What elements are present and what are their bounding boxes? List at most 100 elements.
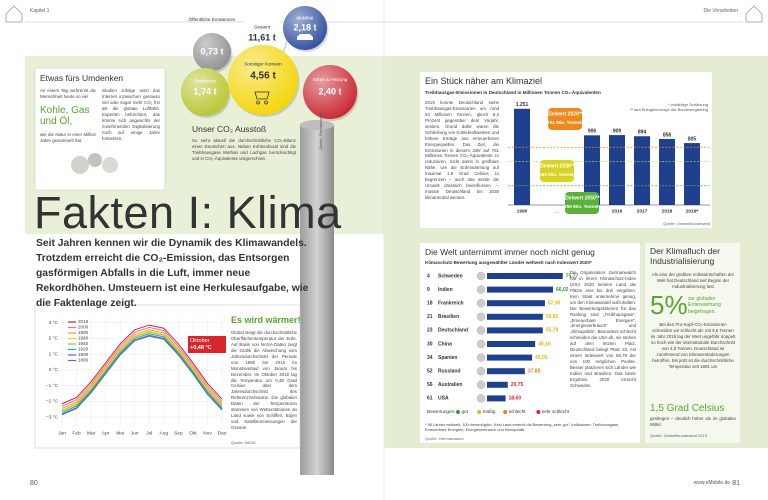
- country: USA: [438, 396, 449, 402]
- industrie-title: Der Klimafluch der Industrialisierung: [650, 246, 720, 266]
- legend-label: sehr schlecht: [542, 409, 570, 414]
- score-bar: [487, 286, 554, 293]
- country: Frankreich: [438, 301, 464, 307]
- bubble-label: Mobilität: [296, 15, 314, 20]
- flag: [476, 353, 486, 362]
- temperature-line: [61, 330, 223, 411]
- score-bar: [487, 381, 508, 388]
- x-tick-label: Feb: [72, 430, 81, 436]
- y-tick-label: 0 °C: [49, 367, 59, 373]
- ranking-source: Quelle: Germanwatch: [425, 436, 464, 441]
- bubble-value: 2,18 t: [293, 22, 316, 32]
- ball-icon: [88, 153, 102, 167]
- x-tick-label: Mai: [116, 430, 124, 436]
- industrie-big-text: zur globalen Erderwärmung beigetragen.: [688, 296, 721, 315]
- score-label: 20,75: [511, 382, 524, 388]
- bubble-label: Sonstiger Konsum: [244, 61, 282, 66]
- flag: [476, 312, 486, 321]
- temperature-line: [61, 334, 223, 415]
- y-tick-label: −2 °C: [46, 399, 59, 405]
- ranking-title: Die Welt unternimmt immer noch nicht gen…: [425, 247, 595, 257]
- bubble-value: 4,56 t: [250, 71, 276, 82]
- note: * vorläufige Schätzung: [667, 102, 708, 107]
- legend-dot: [536, 410, 541, 414]
- pillar: [300, 125, 334, 475]
- rank: 56: [427, 382, 433, 388]
- klimaziel-subtitle: Treibhausgas-Emissionen in Deutschland i…: [425, 90, 601, 95]
- flag: [476, 367, 486, 376]
- ranking-subtitle: Klimaschutz-Bewertung ausgewählter Lände…: [425, 260, 592, 265]
- value-label: 805: [688, 136, 697, 142]
- klimaziel-source: Quelle: Umweltbundesamt: [663, 221, 710, 226]
- x-tick-label: 1990: [517, 208, 528, 214]
- value-label: 906: [588, 129, 597, 135]
- bubble-shine: [228, 45, 298, 115]
- score-bar: [487, 395, 506, 402]
- temperature-line: [61, 326, 223, 407]
- x-tick-label: Jan: [58, 430, 66, 436]
- score-label: 75,77: [566, 273, 579, 279]
- country: Brasilien: [438, 314, 459, 320]
- country: Spanien: [438, 355, 457, 361]
- score-bar: [487, 327, 543, 334]
- y-tick-label: 2 °C: [49, 336, 59, 342]
- klimaziel-title: Ein Stück näher am Klimaziel: [425, 76, 543, 86]
- score-label: 37,85: [528, 369, 541, 375]
- country: Russland: [438, 369, 461, 375]
- bubble-label: Strom & Heizung: [313, 77, 348, 82]
- page-number: 80: [30, 480, 38, 487]
- ranking-footnote: * 58 Länder weltweit, 100=bestmöglich. K…: [425, 422, 620, 433]
- score-label: 18,60: [509, 396, 522, 402]
- industrie-big2: 1,5 Grad Celsius: [650, 403, 725, 414]
- score-label: 48,16: [538, 341, 551, 347]
- target-label: Zielwert 2020**: [547, 111, 582, 117]
- country: Schweden: [438, 273, 463, 279]
- legend-label: 1920: [78, 347, 89, 352]
- bubble-shine: [303, 65, 357, 119]
- ball-icon: [102, 157, 118, 173]
- temperature-line: [61, 324, 223, 405]
- legend-dot: [503, 410, 508, 414]
- legend-label: 1900: [78, 352, 89, 357]
- industrie-source: Quelle: Umweltbundesamt 2019: [650, 433, 707, 438]
- score-bar: [487, 368, 525, 375]
- legend-label: 1980: [78, 330, 89, 335]
- flag: [476, 299, 486, 308]
- bubble-label: Öffentliche Emissionen: [189, 16, 236, 22]
- co2-source: Quelle: Germanwatch: [318, 111, 323, 150]
- x-tick-label: Jul: [146, 430, 152, 436]
- warmer-source: Quelle: NASA: [231, 440, 256, 445]
- industrie-big: 5%: [650, 290, 688, 320]
- temperature-line: [61, 333, 223, 413]
- country: Indien: [438, 287, 453, 293]
- legend-dot: [456, 410, 460, 414]
- rank: 52: [427, 369, 433, 375]
- page-number: 81: [732, 480, 740, 487]
- score-label: 55,78: [546, 328, 559, 334]
- flag: [476, 394, 486, 403]
- legend-label: 1960: [78, 336, 89, 341]
- value-label: 1.251: [516, 102, 529, 108]
- y-tick-label: −1 °C: [46, 383, 59, 389]
- legend-label: gut: [462, 409, 469, 414]
- industrie-text3: gestiegen – deutlich höher als im global…: [650, 416, 736, 427]
- rank: 9: [427, 287, 430, 293]
- legend-label: 1880: [78, 358, 89, 363]
- klimaziel-notes: * vorläufige Schätzung ** laut Energieko…: [630, 102, 708, 112]
- legend-label: 1940: [78, 341, 89, 346]
- co2-title: Unser CO₂ Ausstoß: [192, 124, 267, 134]
- house-icon: [745, 5, 763, 23]
- score-bar: [487, 341, 536, 347]
- legend-label: 2000: [78, 325, 89, 330]
- score-bar: [487, 273, 563, 279]
- rank: 18: [427, 301, 433, 307]
- flag: [476, 380, 486, 389]
- x-tick-label: Aug: [160, 430, 169, 436]
- legend-label: mäßig: [483, 409, 496, 414]
- bar: [684, 143, 700, 205]
- country: Australien: [438, 382, 462, 388]
- y-tick-label: 3 °C: [49, 320, 59, 326]
- value-label: 858: [663, 132, 672, 138]
